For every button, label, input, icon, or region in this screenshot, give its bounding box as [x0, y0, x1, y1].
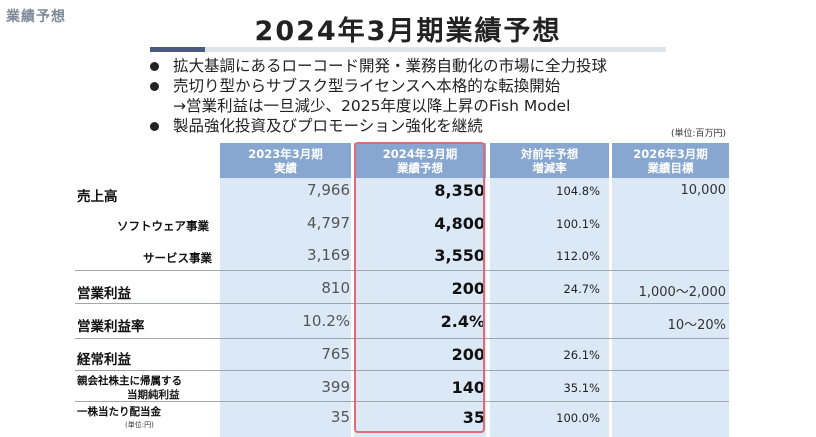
row-label: ソフトウェア事業 [117, 219, 209, 233]
bullet-list: 拡大基調にあるローコード開発・業務自動化の市場に全力投球 売切り型からサブスク型… [148, 56, 607, 136]
cell-target: 1,000～2,000 [638, 285, 726, 300]
table-divider [75, 370, 729, 371]
column-target-bg [612, 143, 729, 437]
bullet-dot-icon [150, 81, 159, 91]
header-actual-line2: 実績 [274, 160, 297, 175]
header-forecast-line1: 2024年3月期 [382, 146, 458, 161]
title-underline [150, 47, 666, 52]
cell-actual: 4,797 [307, 214, 350, 232]
cell-target: 10,000 [680, 183, 727, 198]
bullet-text: 拡大基調にあるローコード開発・業務自動化の市場に全力投球 [173, 57, 608, 75]
cell-forecast: 3,550 [434, 246, 485, 265]
row-label: 一株当たり配当金 [77, 406, 161, 418]
header-rate-line2: 増減率 [532, 160, 567, 175]
cell-rate: 104.8% [556, 184, 600, 198]
bullet-item: 売切り型からサブスク型ライセンスへ本格的な転換開始 [148, 76, 607, 96]
bullet-item: 製品強化投資及びプロモーション強化を継続 [148, 116, 607, 136]
cell-forecast: 2.4% [440, 312, 485, 331]
header-forecast: 2024年3月期 業績予想 [354, 143, 486, 178]
cell-forecast: 8,350 [434, 181, 485, 200]
cell-actual: 10.2% [302, 312, 350, 330]
cell-rate: 100.1% [556, 217, 600, 231]
header-target: 2026年3月期 業績目標 [612, 143, 729, 178]
header-actual-line1: 2023年3月期 [248, 146, 323, 161]
column-actual-bg [220, 143, 351, 437]
table-divider [75, 401, 729, 402]
cell-actual: 3,169 [307, 246, 350, 264]
cell-rate: 26.1% [563, 348, 600, 362]
cell-actual: 7,966 [307, 181, 350, 199]
cell-actual: 810 [321, 279, 350, 297]
table-divider [75, 270, 729, 271]
cell-actual: 399 [321, 378, 350, 396]
header-target-line1: 2026年3月期 [633, 146, 708, 161]
bullet-subline: →営業利益は一旦減少、2025年度以降上昇のFish Model [173, 97, 571, 115]
bullet-dot-icon [150, 121, 159, 131]
row-label: 売上高 [77, 189, 118, 205]
column-forecast-bg [354, 143, 486, 437]
row-label-line2: 当期純利益 [127, 389, 180, 401]
unit-note: (単位:百万円) [670, 129, 726, 139]
row-label: 親会社株主に帰属する [77, 375, 182, 387]
cell-forecast: 200 [451, 345, 485, 364]
bullet-item: 拡大基調にあるローコード開発・業務自動化の市場に全力投球 [148, 56, 607, 76]
bullet-text: 製品強化投資及びプロモーション強化を継続 [173, 117, 483, 135]
bullet-dot-icon [150, 61, 159, 71]
row-unit-note: (単位:円) [125, 421, 154, 429]
row-label: サービス事業 [143, 251, 212, 265]
cell-forecast: 4,800 [434, 214, 485, 233]
cell-actual: 35 [330, 408, 350, 426]
cell-rate: 100.0% [556, 411, 600, 425]
row-label: 営業利益 [77, 286, 131, 302]
row-label: 経常利益 [77, 352, 131, 368]
cell-forecast: 200 [451, 279, 485, 298]
section-label: 業績予想 [6, 9, 66, 25]
cell-target: 10～20% [667, 318, 726, 333]
header-actual: 2023年3月期 実績 [220, 143, 351, 178]
bullet-text: 売切り型からサブスク型ライセンスへ本格的な転換開始 [173, 77, 561, 95]
header-forecast-line2: 業績予想 [397, 160, 443, 175]
header-target-line2: 業績目標 [647, 160, 694, 175]
table-divider [75, 338, 729, 339]
page-title: 2024年3月期業績予想 [254, 16, 562, 47]
title-underline-accent [150, 47, 205, 52]
cell-rate: 112.0% [556, 249, 600, 263]
table-divider [75, 303, 729, 304]
cell-rate: 35.1% [563, 381, 600, 395]
cell-forecast: 35 [462, 408, 485, 427]
column-rate-bg [490, 143, 609, 437]
header-rate: 対前年予想 増減率 [490, 143, 609, 178]
forecast-highlight-frame [354, 142, 485, 433]
cell-rate: 24.7% [563, 282, 600, 296]
cell-actual: 765 [321, 345, 350, 363]
cell-forecast: 140 [451, 378, 485, 397]
row-label: 営業利益率 [77, 319, 145, 335]
header-rate-line1: 対前年予想 [520, 146, 579, 161]
